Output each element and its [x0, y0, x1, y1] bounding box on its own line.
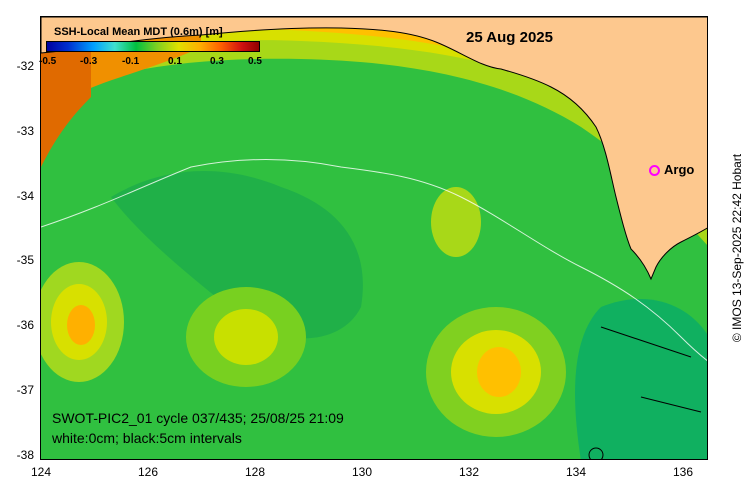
- x-tick-label: 130: [351, 465, 373, 479]
- y-tick-label: -35: [16, 253, 34, 267]
- x-tick-label: 128: [244, 465, 266, 479]
- x-tick-label: 126: [137, 465, 159, 479]
- date-label: 25 Aug 2025: [466, 29, 553, 46]
- map-panel[interactable]: [40, 16, 708, 460]
- colorbar-tick: -0.5: [39, 56, 57, 67]
- y-tick-label: -36: [16, 318, 34, 332]
- ssh-map: [41, 17, 707, 459]
- east-eddy-core: [477, 347, 521, 397]
- colorbar-tick: -0.1: [122, 56, 140, 67]
- middle-eddy-core: [214, 309, 278, 365]
- white-contour: [41, 159, 707, 362]
- x-tick-label: 136: [672, 465, 694, 479]
- info-line-1: SWOT-PIC2_01 cycle 037/435; 25/08/25 21:…: [52, 410, 344, 426]
- x-tick-label: 132: [458, 465, 480, 479]
- west-eddy-core: [67, 305, 95, 345]
- info-line-2: white:0cm; black:5cm intervals: [52, 430, 242, 446]
- y-tick-label: -34: [16, 189, 34, 203]
- colorbar-title: SSH-Local Mean MDT (0.6m) [m]: [54, 26, 223, 38]
- colorbar-tick: -0.3: [80, 56, 98, 67]
- argo-label: Argo: [664, 162, 695, 177]
- black-contour-ring: [588, 447, 604, 459]
- colorbar-tick: 0.5: [248, 56, 262, 67]
- argo-marker-icon[interactable]: [649, 165, 660, 176]
- shelf-band-orange-dark: [41, 17, 91, 167]
- y-tick-label: -32: [16, 59, 34, 73]
- north-patch: [431, 187, 481, 257]
- colorbar: [46, 41, 260, 52]
- credit-text: © IMOS 13-Sep-2025 22:42 Hobart: [730, 153, 744, 343]
- y-tick-label: -37: [16, 383, 34, 397]
- central-low-region: [111, 170, 363, 339]
- south-east-low-region: [575, 299, 707, 459]
- y-tick-label: -38: [16, 448, 34, 462]
- black-contour: [600, 326, 702, 413]
- x-tick-label: 134: [565, 465, 587, 479]
- x-tick-label: 124: [30, 465, 52, 479]
- colorbar-tick: 0.3: [210, 56, 224, 67]
- colorbar-tick: 0.1: [168, 56, 182, 67]
- y-tick-label: -33: [16, 124, 34, 138]
